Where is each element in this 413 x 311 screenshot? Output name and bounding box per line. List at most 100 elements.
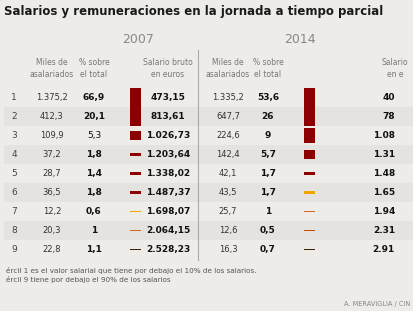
Text: 2.064,15: 2.064,15 xyxy=(145,226,190,235)
Text: 5,3: 5,3 xyxy=(87,131,101,140)
Text: 0,7: 0,7 xyxy=(259,245,275,254)
Bar xyxy=(304,230,315,231)
Text: 1.487,37: 1.487,37 xyxy=(145,188,190,197)
Bar xyxy=(130,248,141,250)
Text: 412,3: 412,3 xyxy=(40,112,64,121)
Text: 2: 2 xyxy=(11,112,17,121)
Bar xyxy=(4,145,412,164)
Text: 16,3: 16,3 xyxy=(218,245,237,254)
Text: 1.65: 1.65 xyxy=(372,188,394,197)
Bar xyxy=(130,153,141,156)
Bar xyxy=(304,172,315,175)
Text: 813,61: 813,61 xyxy=(150,112,185,121)
Text: 1.08: 1.08 xyxy=(372,131,394,140)
Text: 20,3: 20,3 xyxy=(43,226,61,235)
Bar xyxy=(304,128,315,143)
Bar xyxy=(4,164,412,183)
Text: 4: 4 xyxy=(11,150,17,159)
Text: 2007: 2007 xyxy=(122,33,154,46)
Text: 37,2: 37,2 xyxy=(43,150,61,159)
Text: 5: 5 xyxy=(11,169,17,178)
Text: 142,4: 142,4 xyxy=(216,150,239,159)
Text: % sobre
el total: % sobre el total xyxy=(252,58,282,79)
Text: Miles de
asalariados: Miles de asalariados xyxy=(30,58,74,79)
Text: 25,7: 25,7 xyxy=(218,207,237,216)
Bar xyxy=(4,202,412,221)
Text: 28,7: 28,7 xyxy=(43,169,61,178)
Text: 1,7: 1,7 xyxy=(259,188,275,197)
Bar xyxy=(130,131,141,140)
Bar xyxy=(304,191,315,194)
Text: 1.203,64: 1.203,64 xyxy=(145,150,190,159)
Text: ércil 9 tiene por debajo el 90% de los salarios: ércil 9 tiene por debajo el 90% de los s… xyxy=(6,276,170,283)
Text: 1,7: 1,7 xyxy=(259,169,275,178)
Text: 66,9: 66,9 xyxy=(83,93,105,102)
Bar xyxy=(304,211,315,212)
Bar xyxy=(4,107,412,126)
Text: 1.48: 1.48 xyxy=(372,169,394,178)
Text: 2.91: 2.91 xyxy=(372,245,394,254)
Text: 7: 7 xyxy=(11,207,17,216)
Text: 1.698,07: 1.698,07 xyxy=(145,207,190,216)
Text: 1,4: 1,4 xyxy=(86,169,102,178)
Text: 12,2: 12,2 xyxy=(43,207,61,216)
Text: 1: 1 xyxy=(91,226,97,235)
Text: 43,5: 43,5 xyxy=(218,188,237,197)
Text: 1.338,02: 1.338,02 xyxy=(146,169,190,178)
Text: 2.31: 2.31 xyxy=(372,226,394,235)
Text: 78: 78 xyxy=(382,112,394,121)
Text: 1.94: 1.94 xyxy=(372,207,394,216)
Bar xyxy=(130,107,141,126)
Text: 22,8: 22,8 xyxy=(43,245,61,254)
Text: 1,1: 1,1 xyxy=(86,245,102,254)
Bar xyxy=(4,183,412,202)
Text: A. MERAVIGLIA / CIN: A. MERAVIGLIA / CIN xyxy=(343,301,409,307)
Text: 8: 8 xyxy=(11,226,17,235)
Bar xyxy=(4,221,412,240)
Bar xyxy=(4,240,412,259)
Text: 1,8: 1,8 xyxy=(86,188,102,197)
Text: ércil 1 es el valor salarial que tiene por debajo el 10% de los salarios.: ércil 1 es el valor salarial que tiene p… xyxy=(6,267,256,274)
Text: 1.026,73: 1.026,73 xyxy=(145,131,190,140)
Text: 109,9: 109,9 xyxy=(40,131,64,140)
Text: Salarios y remuneraciones en la jornada a tiempo parcial: Salarios y remuneraciones en la jornada … xyxy=(4,5,382,18)
Text: 0,6: 0,6 xyxy=(86,207,102,216)
Text: 1.375,2: 1.375,2 xyxy=(36,93,68,102)
Text: 36,5: 36,5 xyxy=(43,188,61,197)
Text: 40: 40 xyxy=(382,93,394,102)
Text: 1: 1 xyxy=(11,93,17,102)
Text: Miles de
asalariados: Miles de asalariados xyxy=(205,58,249,79)
Text: 26: 26 xyxy=(261,112,273,121)
Text: 224,6: 224,6 xyxy=(216,131,239,140)
Text: Salario bruto
en euros: Salario bruto en euros xyxy=(143,58,192,79)
Bar xyxy=(304,88,315,107)
Text: 6: 6 xyxy=(11,188,17,197)
Text: 473,15: 473,15 xyxy=(150,93,185,102)
Text: 42,1: 42,1 xyxy=(218,169,237,178)
Bar xyxy=(4,126,412,145)
Bar xyxy=(130,211,141,212)
Bar xyxy=(304,150,315,159)
Text: % sobre
el total: % sobre el total xyxy=(78,58,109,79)
Bar xyxy=(130,230,141,231)
Text: 1.335,2: 1.335,2 xyxy=(211,93,243,102)
Text: 9: 9 xyxy=(264,131,271,140)
Text: 1.31: 1.31 xyxy=(372,150,394,159)
Bar xyxy=(304,107,315,126)
Text: 0,5: 0,5 xyxy=(259,226,275,235)
Text: 2.528,23: 2.528,23 xyxy=(145,245,190,254)
Text: 53,6: 53,6 xyxy=(256,93,278,102)
Text: 9: 9 xyxy=(11,245,17,254)
Bar xyxy=(304,249,315,250)
Text: 2014: 2014 xyxy=(283,33,315,46)
Bar xyxy=(4,88,412,107)
Text: 1,8: 1,8 xyxy=(86,150,102,159)
Text: 3: 3 xyxy=(11,131,17,140)
Bar xyxy=(130,172,141,175)
Text: Salario
en e: Salario en e xyxy=(381,58,407,79)
Text: 5,7: 5,7 xyxy=(259,150,275,159)
Bar xyxy=(130,191,141,194)
Text: 12,6: 12,6 xyxy=(218,226,237,235)
Text: 1: 1 xyxy=(264,207,271,216)
Text: 647,7: 647,7 xyxy=(216,112,240,121)
